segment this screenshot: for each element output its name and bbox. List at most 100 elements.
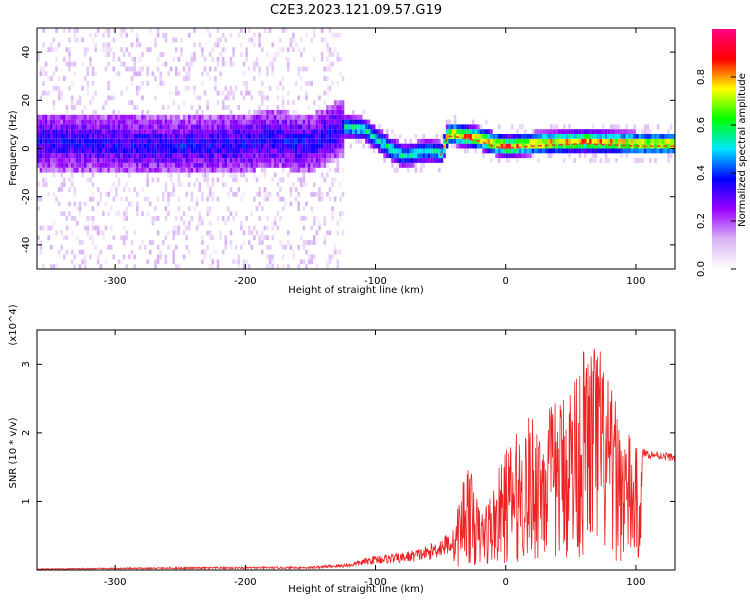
spectrogram-cell — [232, 90, 235, 96]
spectrogram-cell — [430, 138, 433, 144]
spectrogram-cell — [172, 249, 175, 255]
spectrogram-cell — [471, 138, 475, 144]
spectrogram-cell — [94, 225, 97, 231]
spectrogram-cells — [37, 28, 675, 269]
spectrogram-cell — [206, 143, 209, 149]
spectrogram-cell — [563, 143, 566, 149]
spectrogram-cell — [641, 129, 644, 134]
spectrogram-cell — [138, 119, 142, 125]
spectrogram-cell — [143, 148, 147, 154]
spectrogram-cell — [313, 167, 316, 173]
spectrogram-cell — [154, 143, 157, 149]
spectrogram-cell — [310, 206, 313, 212]
spectrogram-cell — [65, 249, 69, 255]
spectrogram-cell — [232, 167, 235, 173]
spectrogram-cell — [221, 134, 225, 139]
spectrogram-cell — [188, 76, 191, 81]
spectrogram-cell — [578, 134, 582, 139]
spectrogram-cell — [365, 119, 368, 125]
spectrogram-cell — [305, 216, 308, 221]
spectrogram-cell — [336, 100, 340, 106]
spectrogram-cell — [96, 158, 100, 163]
spectrogram-cell — [229, 61, 233, 67]
spectrogram-cell — [266, 254, 269, 260]
spectrogram-cell — [104, 114, 108, 120]
spectrogram-cell — [211, 235, 215, 241]
spectrogram-cell — [458, 124, 462, 130]
spectrogram-cell — [128, 158, 131, 163]
spectrogram-cell — [268, 129, 272, 134]
spectrogram-cell — [133, 158, 136, 163]
spectrogram-cell — [497, 148, 501, 154]
spectrogram-cell — [615, 134, 618, 139]
spectrogram-cell — [247, 167, 251, 173]
spectrogram-cell — [120, 47, 123, 53]
spectrogram-cell — [175, 71, 178, 77]
spectrogram-cell — [70, 134, 74, 139]
spectrogram-cell — [531, 148, 535, 154]
spectrogram-cell — [136, 143, 139, 149]
spectrogram-cell — [409, 153, 412, 159]
spectrogram-cell — [188, 167, 191, 173]
spectrogram-cell — [39, 163, 43, 168]
spectrogram-cell — [242, 240, 246, 245]
spectrogram-cell — [266, 244, 269, 250]
spectrogram-cell — [396, 153, 399, 159]
spectrogram-cell — [156, 138, 160, 144]
spectrogram-cell — [193, 182, 196, 187]
spectrogram-cell — [414, 158, 418, 163]
spectrogram-cell — [255, 153, 259, 159]
spectrogram-cell — [242, 119, 246, 125]
spectrogram-cell — [112, 56, 116, 62]
spectrogram-cell — [591, 148, 595, 154]
spectrogram-cell — [162, 129, 165, 134]
spectrogram-cell — [263, 153, 267, 159]
spectrogram-cell — [42, 81, 45, 86]
spectrogram-cell — [57, 114, 61, 120]
spectrogram-cell — [227, 138, 230, 144]
spectrogram-cell — [568, 134, 571, 139]
spectrogram-cell — [63, 138, 66, 144]
spectrogram-cell — [65, 148, 69, 154]
spectrogram-cell — [544, 138, 548, 144]
spectrogram-cell — [263, 129, 267, 134]
spectrogram-cell — [573, 143, 576, 149]
spectrogram-cell — [234, 129, 238, 134]
spectrogram-cell — [229, 138, 233, 144]
spectrogram-cell — [320, 153, 324, 159]
spectrogram-cell — [198, 220, 202, 226]
spectrogram-cell — [201, 153, 204, 159]
spectrogram-cell — [487, 143, 491, 149]
spectrogram-cell — [203, 172, 207, 178]
spectrogram-cell — [190, 105, 194, 110]
spectrogram-cell — [292, 158, 295, 163]
spectrogram-cell — [89, 153, 92, 159]
spectrogram-cell — [65, 109, 69, 115]
spectrogram-cell — [44, 143, 48, 149]
spectrogram-cell — [609, 134, 613, 139]
spectrogram-cell — [94, 42, 97, 48]
spectrogram-cell — [300, 66, 303, 72]
spectrogram-cell — [208, 167, 212, 173]
spectrogram-cell — [83, 124, 87, 130]
spectrogram-cell — [513, 143, 517, 149]
spectrogram-cell — [60, 90, 63, 96]
spectrogram-cell — [159, 114, 162, 120]
spectrogram-cell — [99, 196, 103, 202]
spectrogram-cell — [37, 182, 40, 187]
spectrogram-cell — [91, 124, 95, 130]
spectrogram-cell — [115, 211, 118, 216]
spectrogram-cell — [162, 158, 165, 163]
spectrogram-cell — [109, 129, 113, 134]
spectrogram-cell — [378, 124, 381, 130]
spectrogram-cell — [81, 163, 84, 168]
spectrogram-cell — [133, 143, 136, 149]
spectrogram-cell — [229, 158, 233, 163]
spectrogram-cell — [83, 138, 87, 144]
spectrogram-cell — [208, 163, 212, 168]
spectrogram-cell — [289, 143, 293, 149]
spectrogram-cell — [469, 138, 472, 144]
spectrogram-cell — [367, 119, 371, 125]
spectrogram-cell — [219, 167, 222, 173]
